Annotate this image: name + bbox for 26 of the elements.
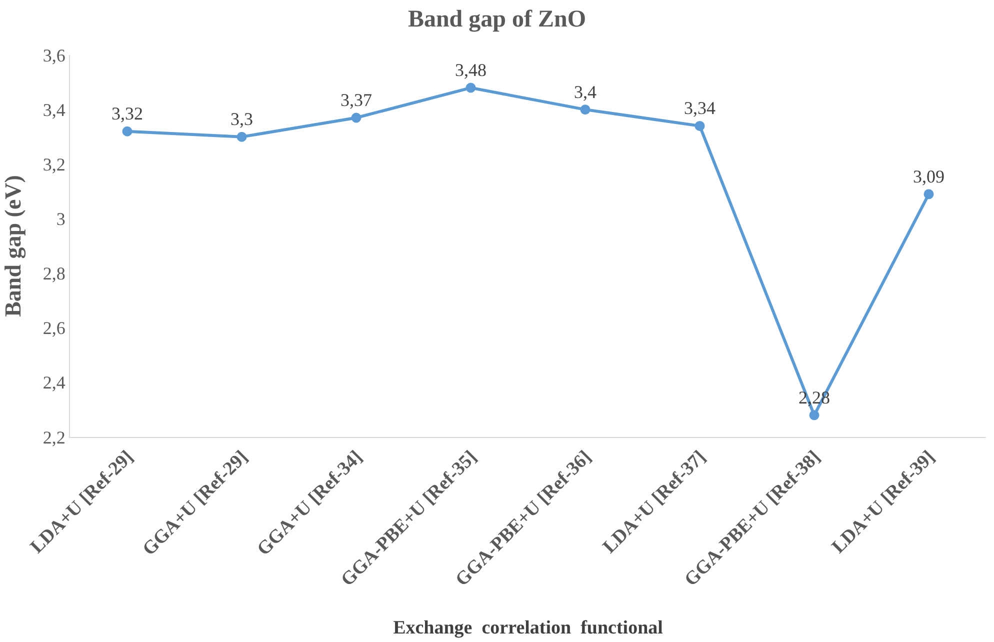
- y-tick-label: 3: [56, 209, 66, 230]
- data-label: 3,34: [684, 98, 716, 118]
- y-tick-label: 3,4: [42, 100, 66, 120]
- data-label: 3,37: [340, 90, 372, 110]
- y-tick-label: 2,6: [42, 318, 66, 338]
- point: [580, 104, 590, 115]
- data-label: 3,4: [574, 82, 596, 102]
- x-axis-title: Exchange correlation functional: [393, 617, 663, 638]
- y-tick-label: 3,2: [42, 154, 66, 174]
- y-axis-title: Band gap (eV): [0, 175, 26, 317]
- data-label: 3,48: [455, 60, 486, 80]
- y-tick-label: 2,2: [42, 427, 66, 448]
- point: [694, 120, 705, 131]
- point: [466, 82, 476, 93]
- point: [122, 126, 132, 136]
- point: [236, 132, 247, 142]
- y-tick-label: 2,4: [42, 372, 66, 393]
- data-label: 3,09: [913, 166, 944, 186]
- data-label: 3,32: [112, 104, 143, 124]
- point: [809, 410, 820, 420]
- chart-title: Band gap of ZnO: [408, 6, 586, 32]
- data-label: 3,3: [230, 109, 253, 130]
- y-tick-label: 3,6: [42, 45, 66, 66]
- y-tick-label: 2,8: [42, 264, 66, 284]
- point: [924, 189, 934, 200]
- point: [351, 112, 362, 123]
